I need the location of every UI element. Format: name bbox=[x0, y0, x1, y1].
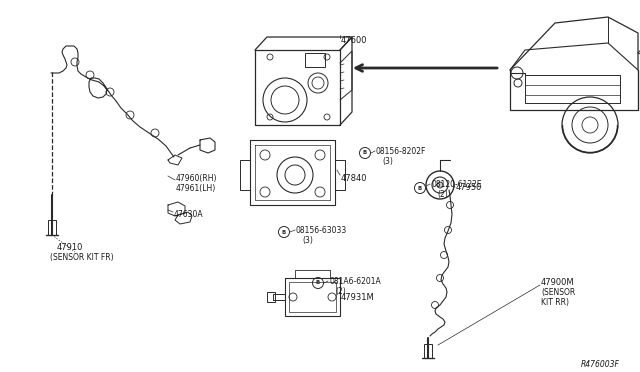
Text: 47600: 47600 bbox=[341, 36, 367, 45]
Text: KIT RR): KIT RR) bbox=[541, 298, 569, 307]
Text: 47910: 47910 bbox=[57, 243, 83, 252]
Text: 47960(RH): 47960(RH) bbox=[176, 174, 218, 183]
Text: (SENSOR: (SENSOR bbox=[541, 288, 575, 297]
Text: B: B bbox=[363, 151, 367, 155]
Text: 08156-63033: 08156-63033 bbox=[296, 226, 348, 235]
Bar bbox=[305, 53, 325, 67]
Text: (SENSOR KIT FR): (SENSOR KIT FR) bbox=[50, 253, 114, 262]
Text: 081A6-6201A: 081A6-6201A bbox=[329, 277, 381, 286]
Text: 47630A: 47630A bbox=[174, 210, 204, 219]
Bar bbox=[48, 220, 56, 235]
Text: 47950: 47950 bbox=[456, 183, 483, 192]
Text: 08120-6122E: 08120-6122E bbox=[431, 180, 482, 189]
Text: R476003F: R476003F bbox=[581, 360, 620, 369]
Text: 47900M: 47900M bbox=[541, 278, 575, 287]
Bar bbox=[289, 282, 336, 312]
Text: B: B bbox=[282, 230, 286, 234]
Text: B: B bbox=[316, 280, 320, 285]
Text: (2): (2) bbox=[335, 287, 346, 296]
Text: 47931M: 47931M bbox=[341, 293, 375, 302]
Bar bbox=[267, 292, 275, 302]
Text: 08156-8202F: 08156-8202F bbox=[376, 147, 426, 156]
Text: (3): (3) bbox=[382, 157, 393, 166]
Text: (3): (3) bbox=[302, 236, 313, 245]
Text: (2): (2) bbox=[437, 190, 448, 199]
Text: B: B bbox=[418, 186, 422, 190]
Bar bbox=[285, 278, 340, 316]
Bar bbox=[424, 344, 432, 358]
Text: 47961(LH): 47961(LH) bbox=[176, 184, 216, 193]
Text: 47840: 47840 bbox=[341, 174, 367, 183]
Circle shape bbox=[437, 182, 443, 188]
